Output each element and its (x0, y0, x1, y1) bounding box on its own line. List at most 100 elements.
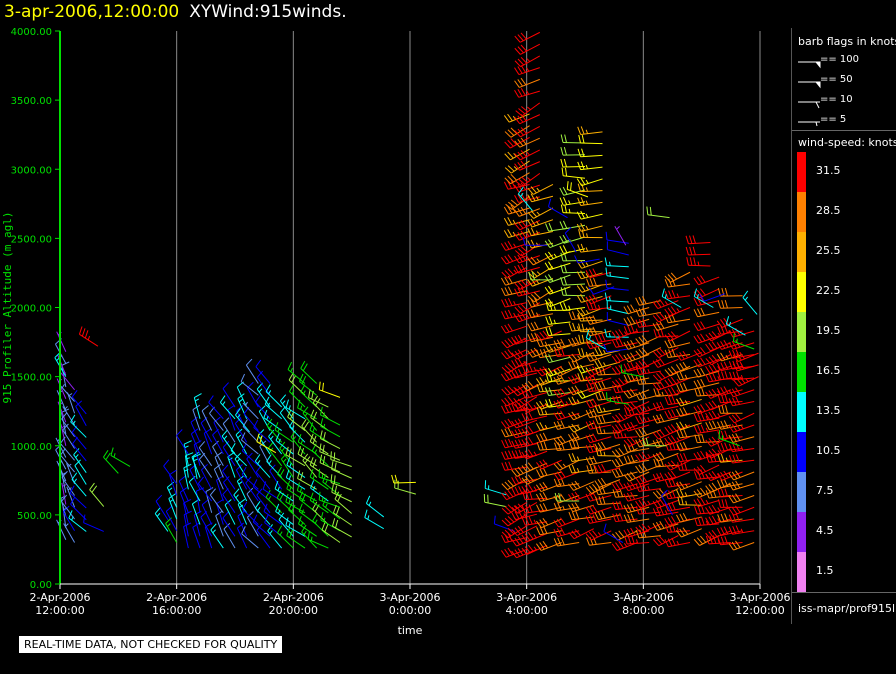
wind-barb (594, 359, 621, 369)
barb-full-flag (562, 234, 568, 243)
wind-barb (612, 500, 638, 511)
color-swatch (797, 392, 806, 432)
barb-full-flag (203, 428, 212, 434)
barb-full-flag (708, 484, 715, 492)
x-tick-date: 3-Apr-2006 (613, 591, 674, 604)
barb-shaft (698, 452, 720, 461)
barb-full-flag (652, 508, 658, 517)
barb-full-flag (571, 353, 578, 361)
wind-barb (624, 535, 650, 545)
barb-full-flag (89, 482, 95, 491)
barb-shaft (627, 495, 650, 502)
barb-full-flag (274, 422, 279, 431)
wind-barb (693, 321, 720, 332)
barb-full-flag (514, 549, 521, 557)
barb-half-flag (685, 500, 688, 506)
barb-half-flag (268, 495, 272, 501)
barb-full-flag (577, 197, 582, 206)
barb-full-flag (721, 394, 725, 403)
wind-barb (197, 476, 213, 502)
wind-barb (89, 482, 105, 507)
barb-shaft (221, 435, 236, 455)
axes: 2-Apr-200612:00:002-Apr-200616:00:002-Ap… (1, 27, 790, 637)
barb-half-flag (312, 498, 315, 503)
barb-full-flag (720, 420, 725, 429)
barb-shaft (567, 188, 589, 198)
barb-half-flag (684, 374, 688, 379)
barb-full-flag (705, 451, 712, 459)
barb-full-flag (511, 487, 516, 496)
barb-full-flag (623, 444, 628, 453)
barb-shaft (394, 487, 416, 495)
color-swatch (797, 192, 806, 232)
barb-half-flag (194, 398, 200, 402)
wind-barb (728, 505, 755, 516)
wind-barb (585, 433, 612, 444)
barb-shaft (214, 456, 224, 478)
barb-full-flag (682, 361, 688, 370)
barb-full-flag (517, 151, 524, 159)
barb-full-flag (638, 405, 644, 413)
barb-half-flag (562, 505, 565, 510)
barb-shaft (627, 307, 650, 315)
barb-full-flag (723, 526, 729, 535)
barb-full-flag (589, 383, 594, 392)
barb-full-flag (735, 470, 741, 478)
barb-full-flag (592, 315, 598, 324)
wind-barb (310, 409, 329, 431)
barb-full-flag (612, 384, 617, 393)
barb-shaft (697, 429, 720, 434)
barb-shaft (66, 392, 76, 414)
barb-full-flag (635, 454, 641, 462)
barb-full-flag (638, 308, 644, 316)
barb-shaft (256, 377, 271, 396)
barb-shaft (201, 504, 213, 525)
barb-full-flag (721, 287, 725, 297)
barb-shaft (638, 511, 661, 515)
barb-full-flag (615, 469, 621, 477)
barb-full-flag (535, 378, 542, 386)
barb-full-flag (510, 180, 516, 188)
wind-barb (693, 307, 720, 318)
barb-shaft (590, 377, 612, 385)
wind-barb (504, 160, 530, 174)
barb-full-flag (717, 488, 722, 498)
wind-barb (216, 498, 224, 525)
barb-half-flag (523, 360, 527, 365)
barb-full-flag (514, 116, 521, 124)
barb-full-flag (176, 429, 183, 436)
barb-shaft (732, 377, 755, 381)
barb-shaft (504, 443, 527, 449)
barb-shaft (541, 365, 562, 377)
barb-shaft (606, 275, 629, 279)
barb-full-flag (627, 514, 632, 523)
barb-shaft (539, 530, 562, 536)
wind-barb (256, 433, 277, 454)
wind-barb (299, 373, 317, 396)
barb-half-flag (647, 368, 650, 374)
barb-shaft (549, 274, 571, 283)
barb-full-flag (517, 536, 524, 544)
barb-full-flag (530, 270, 538, 277)
barb-full-flag (285, 399, 289, 408)
barb-full-flag (548, 327, 553, 336)
barb-full-flag (517, 334, 523, 343)
barb-full-flag (735, 540, 741, 548)
wind-barb (585, 329, 606, 350)
barb-full-flag (517, 305, 524, 312)
barb-full-flag (323, 431, 326, 441)
barb-full-flag (615, 513, 620, 522)
barb-full-flag (548, 387, 553, 396)
barb-full-flag (589, 444, 594, 453)
barb-half-flag (585, 286, 589, 291)
barb-half-flag (288, 475, 292, 480)
barb-shaft (615, 342, 638, 348)
barb-shaft (557, 342, 580, 349)
barb-full-flag (543, 525, 548, 534)
wind-barb (514, 125, 541, 138)
barb-full-flag (656, 402, 661, 411)
wind-barb (725, 316, 746, 336)
barb-full-flag (711, 529, 718, 538)
barb-shaft (236, 410, 248, 431)
barb-full-flag (677, 496, 681, 505)
